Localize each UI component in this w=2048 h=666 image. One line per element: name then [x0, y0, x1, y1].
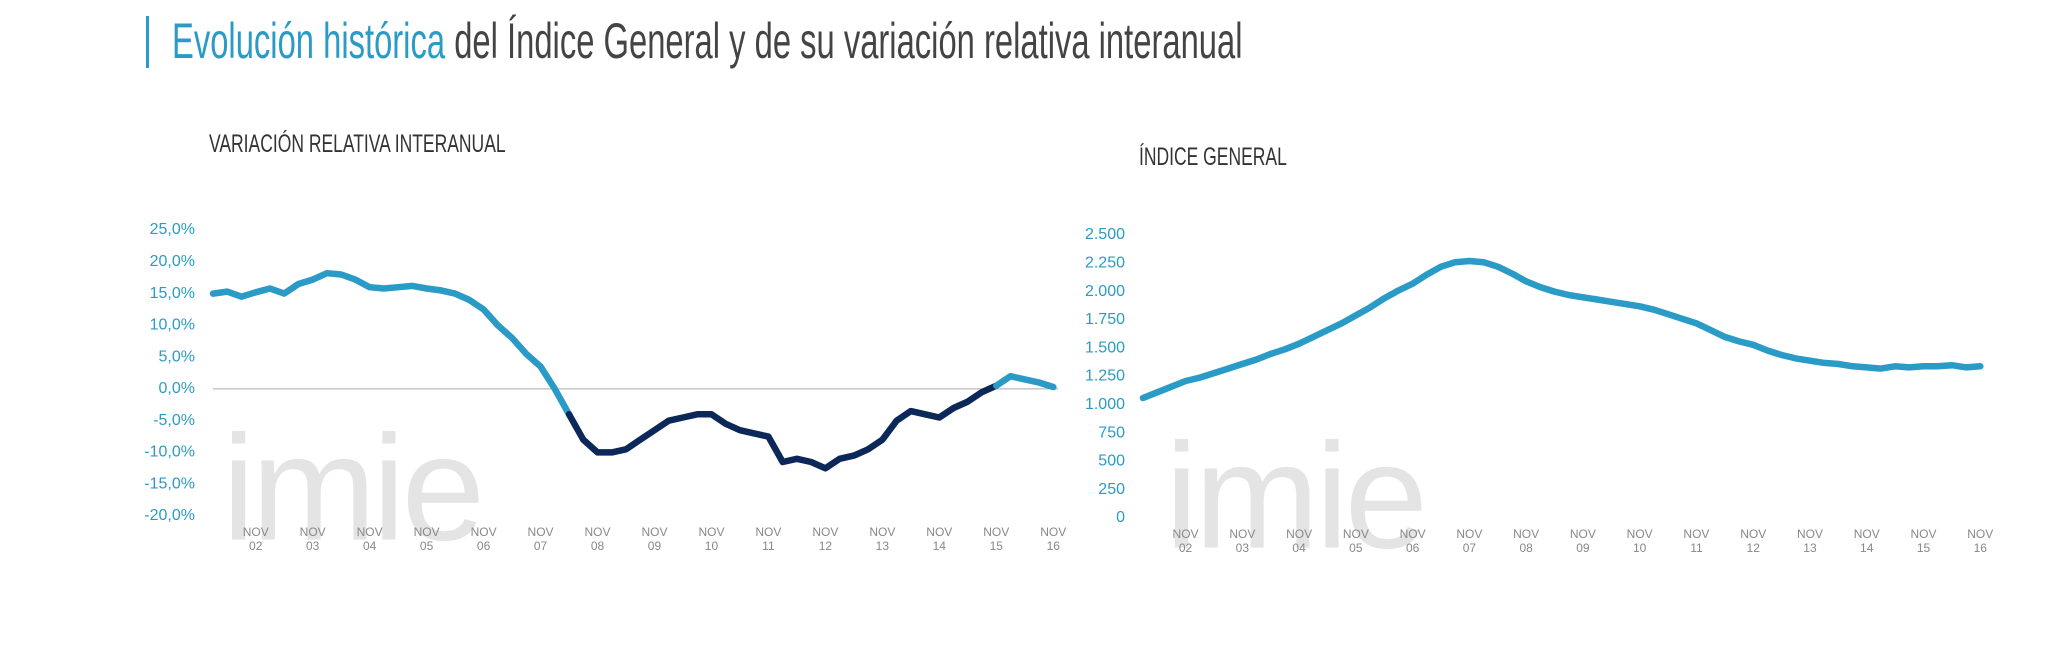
- y-tick-label: -5,0%: [153, 412, 195, 429]
- watermark: imie: [1165, 412, 1424, 580]
- page-title: Evolución histórica del Índice General y …: [172, 12, 1242, 70]
- y-tick-label: 1.750: [1085, 311, 1125, 328]
- title-highlight: Evolución histórica: [172, 13, 446, 69]
- x-tick-label: NOV 04: [1286, 527, 1313, 555]
- x-tick-label: NOV 13: [1796, 527, 1823, 555]
- x-tick-label: NOV 07: [1456, 527, 1483, 555]
- x-tick-label: NOV 16: [1040, 525, 1067, 553]
- x-tick-label: NOV 09: [1569, 527, 1596, 555]
- y-tick-label: 750: [1098, 424, 1125, 441]
- y-tick-label: 5,0%: [159, 348, 195, 365]
- y-tick-label: 0: [1116, 509, 1125, 526]
- x-tick-label: NOV 15: [1910, 527, 1937, 555]
- y-tick-label: -20,0%: [144, 507, 195, 524]
- y-tick-label: 2.000: [1085, 283, 1125, 300]
- y-tick-label: 10,0%: [150, 317, 195, 334]
- x-tick-label: NOV 04: [356, 525, 383, 553]
- x-tick-label: NOV 08: [1513, 527, 1540, 555]
- x-tick-label: NOV 03: [1229, 527, 1256, 555]
- x-tick-label: NOV 11: [1683, 527, 1710, 555]
- line: [1139, 257, 1984, 402]
- y-tick-label: 0,0%: [159, 380, 195, 397]
- x-tick-label: NOV 14: [1853, 527, 1880, 555]
- chart-title: VARIACIÓN RELATIVA INTERANUAL: [209, 130, 506, 158]
- y-tick-label: 1.250: [1085, 368, 1125, 385]
- y-tick-label: 1.000: [1085, 396, 1125, 413]
- line: [993, 372, 1057, 391]
- x-tick-label: NOV 12: [812, 525, 839, 553]
- y-tick-label: -15,0%: [144, 475, 195, 492]
- x-tick-label: NOV 15: [983, 525, 1010, 553]
- line: [209, 269, 573, 418]
- x-tick-label: NOV 06: [470, 525, 497, 553]
- y-tick-label: -10,0%: [144, 444, 195, 461]
- x-tick-label: NOV 16: [1967, 527, 1994, 555]
- chart-title: ÍNDICE GENERAL: [1139, 143, 1287, 171]
- y-tick-label: 2.500: [1085, 226, 1125, 243]
- watermark: imie: [222, 404, 481, 572]
- x-tick-label: NOV 07: [527, 525, 554, 553]
- x-tick-label: NOV 12: [1740, 527, 1767, 555]
- x-tick-label: NOV 13: [869, 525, 896, 553]
- x-tick-label: NOV 03: [299, 525, 326, 553]
- x-tick-label: NOV 09: [641, 525, 668, 553]
- y-tick-label: 25,0%: [150, 221, 195, 238]
- y-tick-label: 250: [1098, 481, 1125, 498]
- x-tick-label: NOV 05: [413, 525, 440, 553]
- x-tick-label: NOV 05: [1342, 527, 1369, 555]
- x-tick-label: NOV 02: [1172, 527, 1199, 555]
- x-tick-label: NOV 10: [1626, 527, 1653, 555]
- x-tick-label: NOV 10: [698, 525, 725, 553]
- line: [565, 382, 1000, 472]
- x-tick-label: NOV 08: [584, 525, 611, 553]
- x-tick-label: NOV 02: [242, 525, 269, 553]
- title-accent: [146, 16, 149, 68]
- y-tick-label: 500: [1098, 453, 1125, 470]
- title-rest: del Índice General y de su variación rel…: [454, 13, 1243, 69]
- y-tick-label: 20,0%: [150, 253, 195, 270]
- y-tick-label: 2.250: [1085, 255, 1125, 272]
- x-tick-label: NOV 11: [755, 525, 782, 553]
- y-tick-label: 15,0%: [150, 285, 195, 302]
- y-tick-label: 1.500: [1085, 339, 1125, 356]
- x-tick-label: NOV 14: [926, 525, 953, 553]
- x-tick-label: NOV 06: [1399, 527, 1426, 555]
